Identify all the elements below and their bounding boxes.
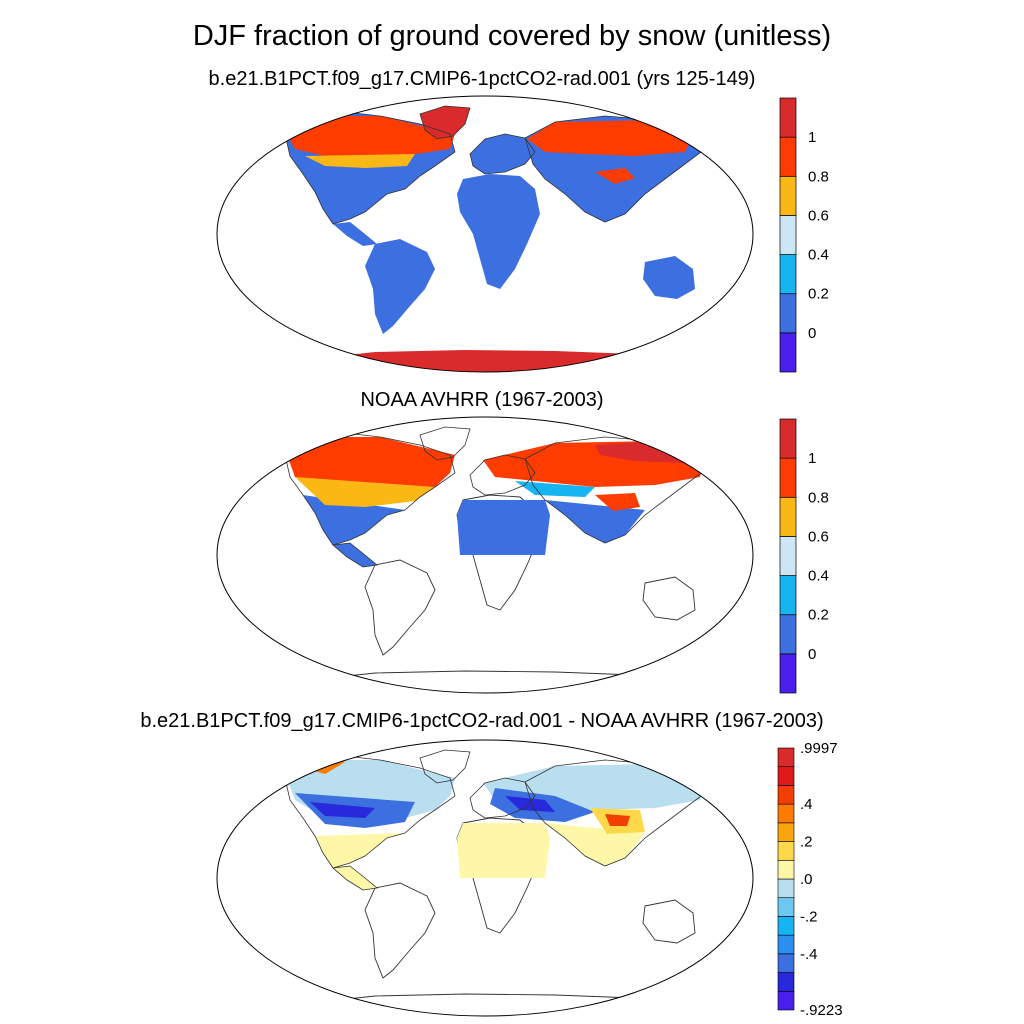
snow-tibet [595, 493, 640, 511]
colorbar-tick-label: 1 [808, 450, 816, 467]
colorbar-tick-label: 0.4 [808, 568, 829, 585]
colorbar-swatch [777, 878, 795, 899]
snow-band-na [287, 116, 455, 156]
colorbar-swatch [779, 136, 797, 177]
colorbar-swatch [779, 575, 797, 616]
colorbar-obs: 0 0.2 0.4 0.6 0.8 1 [779, 418, 829, 694]
colorbar-swatch [779, 215, 797, 255]
colorbar-swatch [777, 785, 795, 805]
map-difference-snow-cover [216, 739, 754, 1017]
colorbar-swatch [777, 916, 795, 936]
colorbar-tick-label: -.2 [800, 908, 818, 925]
colorbar-tick-label: -.9223 [800, 1002, 843, 1019]
colorbar-tick-label: .2 [800, 834, 813, 851]
colorbar-swatch [777, 897, 795, 917]
colorbar-tick-label: 0 [808, 646, 816, 663]
colorbar-swatch [779, 332, 797, 373]
colorbar-swatch [777, 841, 795, 861]
colorbar-swatch [779, 293, 797, 334]
colorbar-swatch [777, 747, 795, 768]
colorbar-tick-label: 0.4 [808, 247, 829, 264]
antarctica [310, 350, 685, 372]
panel-title-difference: b.e21.B1PCT.f09_g17.CMIP6-1pctCO2-rad.00… [140, 710, 824, 732]
colorbar-swatch [779, 97, 797, 138]
colorbar-swatch [777, 990, 795, 1011]
land-low-snow [303, 495, 645, 567]
diff-tibet-strong-positive [605, 814, 630, 826]
colorbar-tick-label: 0.6 [808, 528, 829, 545]
colorbar-swatch [779, 457, 797, 498]
colorbar-swatch [779, 614, 797, 655]
globe-border [216, 95, 754, 373]
colorbar-swatch [777, 803, 795, 824]
diff-near-zero [315, 823, 645, 890]
colorbar-tick-label: 0.2 [808, 286, 829, 303]
colorbar-model: 0 0.2 0.4 0.6 0.8 1 [779, 97, 829, 373]
colorbar-swatch [777, 972, 795, 992]
colorbar-tick-label: .4 [800, 796, 813, 813]
panel-title-model: b.e21.B1PCT.f09_g17.CMIP6-1pctCO2-rad.00… [208, 68, 756, 90]
colorbar-tick-label: 0.2 [808, 607, 829, 624]
diff-na-strong-negative [310, 802, 375, 818]
colorbar-swatch [777, 953, 795, 973]
colorbar-tick-label: -.4 [800, 946, 818, 963]
colorbar-swatch [779, 653, 797, 694]
colorbar-tick-label: 0.8 [808, 489, 829, 506]
colorbar-tick-label: .0 [800, 871, 813, 888]
colorbar-tick-label: 1 [808, 129, 816, 146]
snow-partial-europe [515, 481, 595, 497]
panel-title-obs: NOAA AVHRR (1967-2003) [360, 389, 604, 411]
colorbar-swatch [777, 859, 795, 880]
snow-band-eurasia [527, 120, 695, 156]
colorbar-swatch [779, 536, 797, 576]
snow-transition-na [305, 154, 415, 168]
colorbar-swatch [779, 496, 797, 537]
colorbar-tick-label: 0 [808, 325, 816, 342]
main-title: DJF fraction of ground covered by snow (… [192, 20, 832, 52]
globe-border [216, 416, 754, 694]
colorbar-tick-label: 0.8 [808, 168, 829, 185]
snow-transition-na [295, 477, 435, 507]
colorbar-swatch [779, 254, 797, 295]
colorbar-swatch [779, 418, 797, 459]
colorbar-swatch [777, 766, 795, 786]
colorbar-tick-label: .9997 [800, 740, 838, 757]
map-obs-snow-cover [216, 416, 754, 694]
colorbar-swatch [777, 934, 795, 955]
colorbar-tick-label: 0.6 [808, 207, 829, 224]
snow-tibet [595, 168, 635, 184]
snow-band-eurasia [483, 441, 705, 487]
globe-border [216, 739, 754, 1017]
map-model-snow-cover [216, 95, 754, 373]
diff-europe-strong-negative [505, 796, 555, 812]
colorbar-difference: .9997 .4 .2 .0 -.2 -.4 -.9223 [777, 740, 843, 1019]
colorbar-swatch [779, 175, 797, 216]
colorbar-swatch [777, 822, 795, 842]
